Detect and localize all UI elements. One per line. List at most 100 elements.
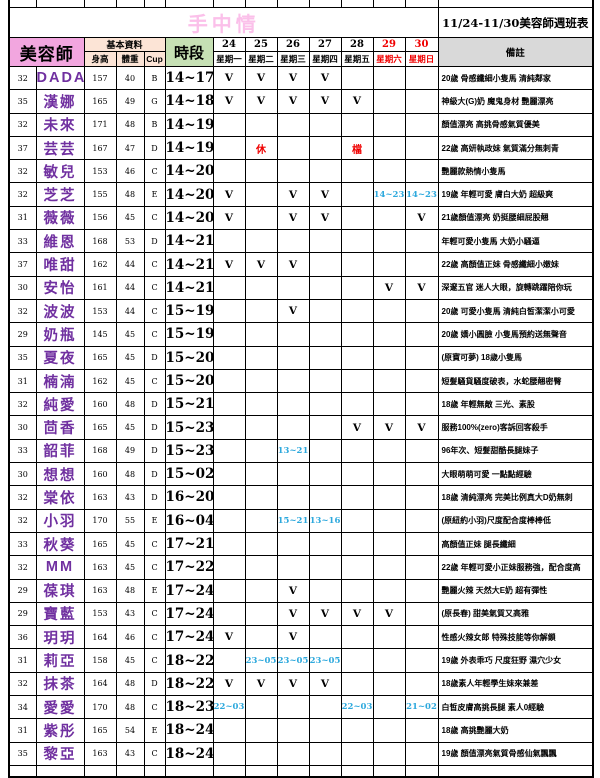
cropped-cell — [276, 0, 310, 8]
time-slot-cell: 15~19 — [164, 298, 214, 324]
weekly-schedule-table: 手中情 11/24-11/30美容師週班表 美容師 基本資料 時段 24 25 … — [8, 0, 594, 778]
beautician-name: 未來 — [35, 112, 85, 137]
day-mark-cell — [372, 531, 406, 557]
remark-cell: 18歲 高挑艷麗大奶 — [437, 718, 594, 743]
height-cell: 157 — [83, 65, 117, 91]
day-mark-cell — [212, 438, 246, 464]
cup-cell: C — [143, 625, 166, 650]
cropped-row-top — [8, 0, 594, 8]
beautician-name: 棠依 — [35, 485, 85, 510]
day-mark-cell — [340, 65, 374, 91]
schedule-row: 29 寶藍 153 43 C 17~24 V V V V (原長春) 甜美氣質又高雅 — [8, 601, 594, 627]
time-slot-cell: 15~02 — [164, 462, 214, 487]
weight-cell: 55 — [115, 508, 145, 533]
day-mark-cell — [308, 485, 342, 510]
beautician-name: 夏夜 — [35, 345, 85, 370]
beautician-name: 小羽 — [35, 508, 85, 533]
day-mark-cell — [404, 601, 439, 627]
age-cell: 31 — [8, 648, 37, 673]
day-mark-cell — [404, 578, 439, 603]
cropped-cell — [164, 764, 214, 777]
day-mark-cell — [340, 555, 374, 580]
day-mark-cell — [404, 485, 439, 510]
schedule-row: 31 楠湳 162 45 C 15~20 短髮騷貨騷度破表，水蛇腰翹密臀 — [8, 368, 594, 394]
schedule-row: 31 莉亞 158 45 C 18~22 23~05 23~05 23~05 19歲 外表乖巧 尺… — [8, 648, 594, 673]
day-mark-cell — [340, 345, 374, 370]
remark-cell: 18歲 年輕無敵 三光、素股 — [437, 392, 594, 417]
cropped-cell — [340, 764, 374, 777]
day-mark-cell — [372, 438, 406, 464]
day-mark-cell — [340, 252, 374, 277]
beautician-name: 愛愛 — [35, 695, 85, 720]
day-mark-cell — [340, 741, 374, 766]
cropped-cell — [404, 0, 439, 8]
remark-cell: 高顏值正妹 腿長纖細 — [437, 531, 594, 557]
day-mark-cell: V — [212, 65, 246, 91]
remark-cell: (原紐約小羽)尺度配合度棒棒低 — [437, 508, 594, 533]
day-mark-cell — [308, 438, 342, 464]
day-mark-cell — [244, 298, 278, 324]
day-mark-cell — [276, 695, 310, 720]
day-mark-cell — [372, 252, 406, 277]
schedule-row: 32 敏兒 153 46 C 14~20 艷麗款熱情小隻馬 — [8, 159, 594, 184]
day-mark-cell — [276, 531, 310, 557]
height-cell: 165 — [83, 718, 117, 743]
cup-cell: E — [143, 182, 166, 207]
weight-cell: 49 — [115, 89, 145, 114]
cup-cell: D — [143, 462, 166, 487]
day-date-header: 29 — [372, 37, 406, 52]
beautician-name: 純愛 — [35, 392, 85, 417]
beautician-name: 安怡 — [35, 275, 85, 300]
day-mark-cell — [244, 229, 278, 254]
day-mark-cell — [212, 229, 246, 254]
weight-cell: 40 — [115, 65, 145, 91]
day-mark-cell: 休 — [244, 135, 278, 161]
day-mark-cell — [276, 112, 310, 137]
beautician-name: 唯甜 — [35, 252, 85, 277]
time-slot-cell: 14~21 — [164, 229, 214, 254]
time-slot-cell: 15~19 — [164, 322, 214, 347]
cropped-cell — [115, 0, 145, 8]
height-cell: 165 — [83, 345, 117, 370]
day-mark-cell: V — [276, 205, 310, 231]
day-mark-cell — [404, 298, 439, 324]
day-mark-cell: V — [212, 205, 246, 231]
day-mark-cell — [340, 229, 374, 254]
day-mark-cell — [276, 485, 310, 510]
cropped-cell — [244, 0, 278, 8]
day-mark-cell — [372, 65, 406, 91]
day-mark-cell — [276, 159, 310, 184]
age-cell: 32 — [8, 671, 37, 697]
cropped-cell — [115, 764, 145, 777]
remark-cell: 96年次、短髮甜酷長腿妹子 — [437, 438, 594, 464]
remark-cell: 服務100%(zero)客訴回客殺手 — [437, 415, 594, 440]
time-slot-cell: 18~24 — [164, 718, 214, 743]
beautician-name: 抹茶 — [35, 671, 85, 697]
day-mark-cell — [212, 112, 246, 137]
day-mark-cell: V — [212, 671, 246, 697]
day-mark-cell — [308, 368, 342, 394]
weight-cell: 48 — [115, 695, 145, 720]
day-mark-cell — [372, 298, 406, 324]
cropped-cell — [35, 764, 85, 777]
schedule-row: 30 想想 160 48 D 15~02 大眼萌萌可愛 一點點經驗 — [8, 462, 594, 487]
beautician-name: 秋葵 — [35, 531, 85, 557]
day-mark-cell — [372, 368, 406, 394]
height-cell: 167 — [83, 135, 117, 161]
day-mark-cell — [244, 205, 278, 231]
day-mark-cell: V — [276, 578, 310, 603]
day-mark-cell: 23~05 — [276, 648, 310, 673]
day-mark-cell — [404, 368, 439, 394]
day-mark-cell — [308, 159, 342, 184]
day-mark-cell — [212, 601, 246, 627]
day-mark-cell — [340, 485, 374, 510]
height-cell: 145 — [83, 322, 117, 347]
beautician-name: 寶藍 — [35, 601, 85, 627]
day-mark-cell — [276, 368, 310, 394]
weight-cell: 45 — [115, 531, 145, 557]
remark-cell: 艷麗款熱情小隻馬 — [437, 159, 594, 184]
time-slot-cell: 18~23 — [164, 695, 214, 720]
height-cell: 162 — [83, 368, 117, 394]
day-mark-cell — [340, 298, 374, 324]
remark-cell: 白皙皮膚高挑長腿 素人0經驗 — [437, 695, 594, 720]
